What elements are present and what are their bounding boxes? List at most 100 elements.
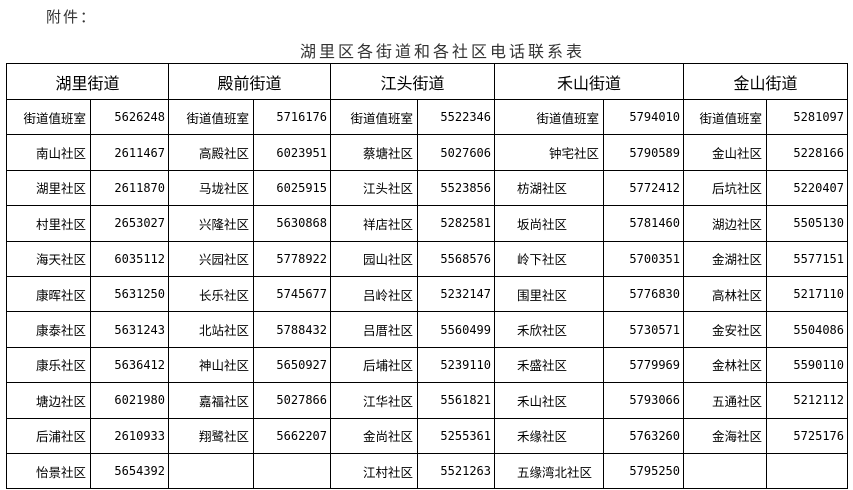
unit-name: 街道值班室 — [330, 98, 418, 136]
unit-name: 吕岭社区 — [330, 275, 418, 313]
phone-number: 5228166 — [766, 134, 848, 171]
unit-name: 街道值班室 — [6, 98, 91, 136]
unit-name: 五通社区 — [683, 382, 767, 419]
document-title: 湖里区各街道和各社区电话联系表 — [300, 42, 586, 61]
table-row: 南山社区 2611467 高殿社区 6023951 蔡塘社区 5027606 钟宅社区 579… — [6, 134, 848, 171]
phone-number: 5505130 — [766, 205, 848, 242]
phone-number: 5654392 — [90, 452, 169, 490]
phone-number: 5630868 — [253, 205, 331, 242]
phone-number: 5781460 — [603, 205, 684, 242]
phone-number: 5027606 — [417, 134, 495, 171]
street-header: 江头街道 — [330, 63, 495, 100]
phone-number: 5560499 — [417, 311, 495, 348]
unit-name: 枋湖社区 — [494, 169, 604, 207]
unit-name: 兴园社区 — [168, 240, 254, 277]
street-header: 殿前街道 — [168, 63, 331, 100]
phone-number: 5631250 — [90, 275, 169, 313]
phone-number: 5700351 — [603, 240, 684, 277]
phone-number: 5662207 — [253, 417, 331, 454]
phone-number: 5561821 — [417, 382, 495, 419]
table-row: 塘边社区 6021980 嘉福社区 5027866 江华社区 5561821 禾山社区 579… — [6, 382, 848, 419]
phone-number: 5788432 — [253, 311, 331, 348]
unit-name: 街道值班室 — [683, 98, 767, 136]
unit-name: 五缘湾北社区 — [494, 452, 604, 490]
table-row: 街道值班室 5626248 街道值班室 5716176 街道值班室 5522346 街道值班… — [6, 98, 848, 136]
unit-name: 后坑社区 — [683, 169, 767, 207]
unit-name: 长乐社区 — [168, 275, 254, 313]
unit-name: 园山社区 — [330, 240, 418, 277]
phone-number: 5220407 — [766, 169, 848, 207]
phone-number: 5281097 — [766, 98, 848, 136]
unit-name: 江头社区 — [330, 169, 418, 207]
phone-number: 5577151 — [766, 240, 848, 277]
phone-number — [253, 452, 331, 490]
phone-number: 5793066 — [603, 382, 684, 419]
unit-name: 塘边社区 — [6, 382, 91, 419]
phone-number: 2611467 — [90, 134, 169, 171]
phone-number: 5631243 — [90, 311, 169, 348]
table-row: 康泰社区 5631243 北站社区 5788432 吕厝社区 5560499 禾欣社区 573… — [6, 311, 848, 348]
unit-name: 禾山社区 — [494, 382, 604, 419]
phone-number: 6025915 — [253, 169, 331, 207]
table-row: 海天社区 6035112 兴园社区 5778922 园山社区 5568576 岭下社区 570… — [6, 240, 848, 277]
unit-name: 金海社区 — [683, 417, 767, 454]
phone-number: 5282581 — [417, 205, 495, 242]
phone-number: 5232147 — [417, 275, 495, 313]
unit-name: 南山社区 — [6, 134, 91, 171]
phone-number: 5790589 — [603, 134, 684, 171]
unit-name — [683, 452, 767, 490]
unit-name: 后浦社区 — [6, 417, 91, 454]
table-row: 怡景社区 5654392 江村社区 5521263 五缘湾北社区 5795250 — [6, 452, 848, 490]
phone-number: 5772412 — [603, 169, 684, 207]
unit-name: 神山社区 — [168, 346, 254, 384]
phone-number: 5716176 — [253, 98, 331, 136]
phone-number: 5636412 — [90, 346, 169, 384]
phone-number: 5794010 — [603, 98, 684, 136]
phone-number: 5650927 — [253, 346, 331, 384]
unit-name: 江华社区 — [330, 382, 418, 419]
phone-number: 5730571 — [603, 311, 684, 348]
unit-name: 金安社区 — [683, 311, 767, 348]
unit-name: 马垅社区 — [168, 169, 254, 207]
unit-name: 街道值班室 — [168, 98, 254, 136]
unit-name: 后埔社区 — [330, 346, 418, 384]
phone-number: 5523856 — [417, 169, 495, 207]
table-row: 村里社区 2653027 兴隆社区 5630868 祥店社区 5282581 坂尚社区 578… — [6, 205, 848, 242]
phone-number: 5239110 — [417, 346, 495, 384]
unit-name: 钟宅社区 — [494, 134, 604, 171]
table-row: 康晖社区 5631250 长乐社区 5745677 吕岭社区 5232147 围里社区 577… — [6, 275, 848, 313]
street-header: 湖里街道 — [6, 63, 169, 100]
phone-number: 5504086 — [766, 311, 848, 348]
unit-name: 嘉福社区 — [168, 382, 254, 419]
unit-name: 翔鹭社区 — [168, 417, 254, 454]
unit-name: 蔡塘社区 — [330, 134, 418, 171]
street-header: 禾山街道 — [494, 63, 684, 100]
unit-name: 海天社区 — [6, 240, 91, 277]
phone-number: 5626248 — [90, 98, 169, 136]
phone-number: 5778922 — [253, 240, 331, 277]
unit-name: 高殿社区 — [168, 134, 254, 171]
unit-name: 祥店社区 — [330, 205, 418, 242]
phone-number: 2611870 — [90, 169, 169, 207]
unit-name: 高林社区 — [683, 275, 767, 313]
phone-number: 2653027 — [90, 205, 169, 242]
table-row: 后浦社区 2610933 翔鹭社区 5662207 金尚社区 5255361 禾缘社区 576… — [6, 417, 848, 454]
unit-name: 围里社区 — [494, 275, 604, 313]
unit-name: 湖边社区 — [683, 205, 767, 242]
phone-number: 5568576 — [417, 240, 495, 277]
unit-name: 街道值班室 — [494, 98, 604, 136]
unit-name: 金林社区 — [683, 346, 767, 384]
phone-number: 5522346 — [417, 98, 495, 136]
phone-number: 5776830 — [603, 275, 684, 313]
unit-name: 金湖社区 — [683, 240, 767, 277]
phone-number: 5590110 — [766, 346, 848, 384]
phone-number: 6035112 — [90, 240, 169, 277]
unit-name: 禾盛社区 — [494, 346, 604, 384]
phone-number: 2610933 — [90, 417, 169, 454]
phone-number: 5779969 — [603, 346, 684, 384]
unit-name: 金山社区 — [683, 134, 767, 171]
unit-name: 康泰社区 — [6, 311, 91, 348]
unit-name: 北站社区 — [168, 311, 254, 348]
street-header: 金山街道 — [683, 63, 848, 100]
phone-number: 5212112 — [766, 382, 848, 419]
